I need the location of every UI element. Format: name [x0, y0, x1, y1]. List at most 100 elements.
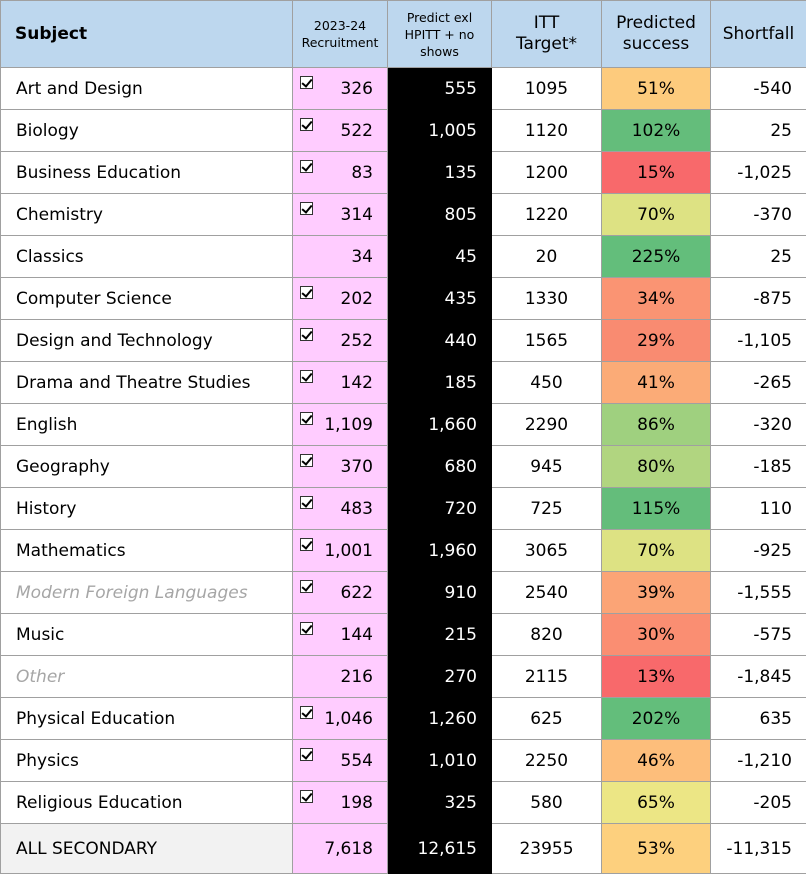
shortfall-cell[interactable]: -1,105: [710, 319, 806, 362]
predict-cell[interactable]: 45: [387, 235, 492, 278]
predicted-success-cell[interactable]: 41%: [601, 361, 711, 404]
checkbox-icon[interactable]: [300, 580, 313, 593]
recruitment-cell[interactable]: 216: [292, 655, 388, 698]
checkbox-icon[interactable]: [300, 748, 313, 761]
predicted-success-cell[interactable]: 30%: [601, 613, 711, 656]
checkbox-icon[interactable]: [300, 328, 313, 341]
subject-cell[interactable]: Modern Foreign Languages: [0, 571, 293, 614]
shortfall-cell[interactable]: -265: [710, 361, 806, 404]
itt-target-cell[interactable]: 1095: [491, 67, 602, 110]
subject-cell[interactable]: Music: [0, 613, 293, 656]
recruitment-cell[interactable]: 83: [292, 151, 388, 194]
predict-cell[interactable]: 555: [387, 67, 492, 110]
checkbox-icon[interactable]: [300, 160, 313, 173]
predict-cell[interactable]: 435: [387, 277, 492, 320]
predict-cell[interactable]: 135: [387, 151, 492, 194]
header-shortfall[interactable]: Shortfall: [710, 0, 806, 68]
shortfall-cell[interactable]: -925: [710, 529, 806, 572]
predict-cell[interactable]: 1,010: [387, 739, 492, 782]
itt-target-cell[interactable]: 23955: [491, 823, 602, 874]
itt-target-cell[interactable]: 1565: [491, 319, 602, 362]
itt-target-cell[interactable]: 725: [491, 487, 602, 530]
recruitment-cell[interactable]: 1,046: [292, 697, 388, 740]
shortfall-cell[interactable]: 635: [710, 697, 806, 740]
recruitment-cell[interactable]: 554: [292, 739, 388, 782]
predict-cell[interactable]: 1,960: [387, 529, 492, 572]
predicted-success-cell[interactable]: 65%: [601, 781, 711, 824]
recruitment-cell[interactable]: 1,109: [292, 403, 388, 446]
subject-cell[interactable]: Religious Education: [0, 781, 293, 824]
subject-cell[interactable]: Classics: [0, 235, 293, 278]
checkbox-icon[interactable]: [300, 706, 313, 719]
predicted-success-cell[interactable]: 53%: [601, 823, 711, 874]
shortfall-cell[interactable]: 25: [710, 109, 806, 152]
predicted-success-cell[interactable]: 202%: [601, 697, 711, 740]
shortfall-cell[interactable]: -205: [710, 781, 806, 824]
predict-cell[interactable]: 1,660: [387, 403, 492, 446]
predict-cell[interactable]: 325: [387, 781, 492, 824]
recruitment-cell[interactable]: 622: [292, 571, 388, 614]
subject-cell[interactable]: Chemistry: [0, 193, 293, 236]
predicted-success-cell[interactable]: 29%: [601, 319, 711, 362]
predicted-success-cell[interactable]: 13%: [601, 655, 711, 698]
shortfall-cell[interactable]: 110: [710, 487, 806, 530]
subject-cell[interactable]: Physics: [0, 739, 293, 782]
checkbox-icon[interactable]: [300, 622, 313, 635]
itt-target-cell[interactable]: 945: [491, 445, 602, 488]
recruitment-cell[interactable]: 198: [292, 781, 388, 824]
checkbox-icon[interactable]: [300, 790, 313, 803]
recruitment-cell[interactable]: 522: [292, 109, 388, 152]
shortfall-cell[interactable]: -11,315: [710, 823, 806, 874]
subject-cell[interactable]: Art and Design: [0, 67, 293, 110]
subject-cell[interactable]: Physical Education: [0, 697, 293, 740]
subject-cell[interactable]: Mathematics: [0, 529, 293, 572]
recruitment-cell[interactable]: 144: [292, 613, 388, 656]
shortfall-cell[interactable]: -320: [710, 403, 806, 446]
shortfall-cell[interactable]: -1,025: [710, 151, 806, 194]
shortfall-cell[interactable]: -185: [710, 445, 806, 488]
header-predict[interactable]: Predict exl HPITT + no shows: [387, 0, 492, 68]
predicted-success-cell[interactable]: 46%: [601, 739, 711, 782]
predict-cell[interactable]: 185: [387, 361, 492, 404]
predict-cell[interactable]: 440: [387, 319, 492, 362]
subject-cell[interactable]: Computer Science: [0, 277, 293, 320]
itt-target-cell[interactable]: 1330: [491, 277, 602, 320]
itt-target-cell[interactable]: 580: [491, 781, 602, 824]
subject-cell[interactable]: Biology: [0, 109, 293, 152]
predict-cell[interactable]: 680: [387, 445, 492, 488]
predict-cell[interactable]: 270: [387, 655, 492, 698]
itt-target-cell[interactable]: 2290: [491, 403, 602, 446]
predict-cell[interactable]: 215: [387, 613, 492, 656]
shortfall-cell[interactable]: -540: [710, 67, 806, 110]
subject-cell[interactable]: English: [0, 403, 293, 446]
recruitment-cell[interactable]: 1,001: [292, 529, 388, 572]
itt-target-cell[interactable]: 1200: [491, 151, 602, 194]
itt-target-cell[interactable]: 1120: [491, 109, 602, 152]
predicted-success-cell[interactable]: 39%: [601, 571, 711, 614]
subject-cell[interactable]: ALL SECONDARY: [0, 823, 293, 874]
checkbox-icon[interactable]: [300, 76, 313, 89]
predicted-success-cell[interactable]: 86%: [601, 403, 711, 446]
recruitment-cell[interactable]: 326: [292, 67, 388, 110]
header-itt-target[interactable]: ITT Target*: [491, 0, 602, 68]
predicted-success-cell[interactable]: 225%: [601, 235, 711, 278]
subject-cell[interactable]: Other: [0, 655, 293, 698]
predicted-success-cell[interactable]: 102%: [601, 109, 711, 152]
itt-target-cell[interactable]: 3065: [491, 529, 602, 572]
shortfall-cell[interactable]: -1,210: [710, 739, 806, 782]
predicted-success-cell[interactable]: 34%: [601, 277, 711, 320]
predict-cell[interactable]: 12,615: [387, 823, 492, 874]
header-subject[interactable]: Subject: [0, 0, 293, 68]
subject-cell[interactable]: Drama and Theatre Studies: [0, 361, 293, 404]
shortfall-cell[interactable]: -370: [710, 193, 806, 236]
predicted-success-cell[interactable]: 70%: [601, 529, 711, 572]
shortfall-cell[interactable]: 25: [710, 235, 806, 278]
predict-cell[interactable]: 910: [387, 571, 492, 614]
subject-cell[interactable]: History: [0, 487, 293, 530]
recruitment-cell[interactable]: 314: [292, 193, 388, 236]
itt-target-cell[interactable]: 1220: [491, 193, 602, 236]
predict-cell[interactable]: 805: [387, 193, 492, 236]
itt-target-cell[interactable]: 2540: [491, 571, 602, 614]
checkbox-icon[interactable]: [300, 286, 313, 299]
recruitment-cell[interactable]: 252: [292, 319, 388, 362]
